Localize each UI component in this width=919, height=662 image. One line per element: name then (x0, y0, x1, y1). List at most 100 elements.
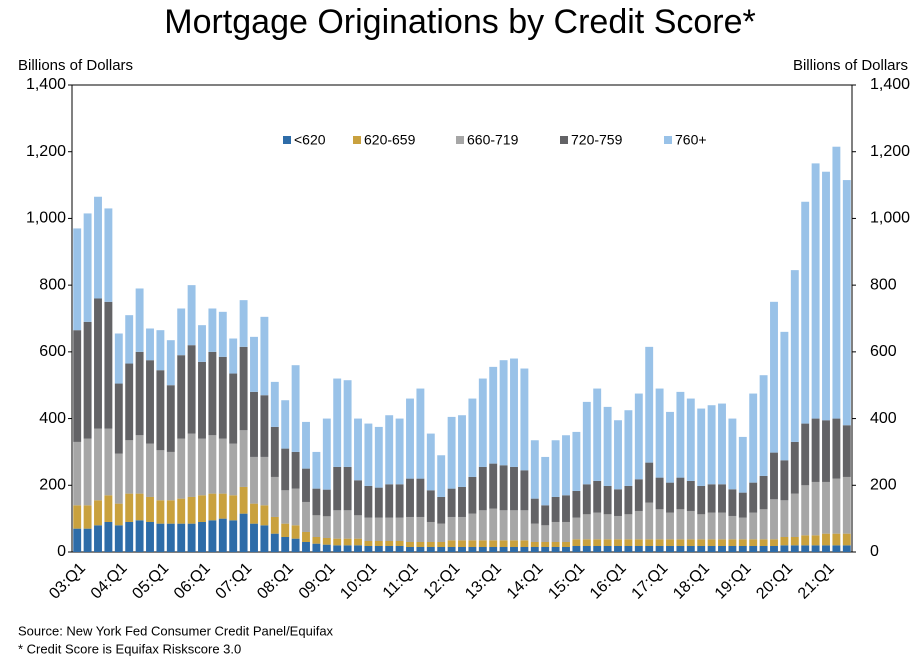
bar-segment (530, 523, 539, 542)
bar-segment (666, 539, 674, 546)
legend-label: 760+ (675, 132, 707, 148)
bar-segment (239, 486, 248, 514)
bar-segment (354, 538, 362, 546)
bar-segment (281, 490, 290, 524)
bar-segment (541, 546, 550, 552)
bar-segment (676, 545, 685, 552)
bar-segment (686, 545, 695, 552)
bar-segment (593, 545, 602, 552)
bar-segment (385, 540, 394, 546)
y-tick-label: 800 (39, 276, 66, 293)
bar-segment (83, 438, 92, 506)
bar-segment (718, 403, 726, 485)
bar-segment (562, 435, 570, 496)
bar-segment (593, 480, 602, 513)
bar-segment (218, 356, 227, 439)
bar-segment (770, 545, 778, 552)
bar-segment (686, 510, 695, 540)
bar-segment (94, 428, 102, 501)
bar-segment (676, 509, 685, 540)
bar-segment (822, 420, 830, 482)
bar-segment (572, 490, 581, 518)
bar-segment (728, 539, 737, 546)
bar-segment (291, 365, 300, 452)
bar-segment (458, 486, 466, 517)
bar-segment (728, 515, 737, 540)
bar-segment (250, 336, 258, 392)
bar-segment (312, 515, 321, 537)
bar-segment (676, 477, 685, 510)
bar-segment (83, 321, 92, 439)
bar-segment (614, 489, 622, 516)
bar-segment (177, 355, 186, 439)
bar-segment (125, 440, 134, 494)
bar-segment (478, 546, 487, 552)
bar-segment (312, 488, 321, 516)
bar-segment (582, 514, 591, 540)
bar-segment (302, 421, 310, 469)
bar-segment (707, 539, 716, 546)
bar-segment (218, 493, 227, 519)
bar-segment (73, 228, 82, 331)
bar-segment (832, 418, 841, 479)
bar-segment (312, 536, 321, 544)
bar-segment (832, 545, 841, 552)
bar-segment (697, 485, 706, 515)
bar-segment (218, 518, 227, 552)
bar-segment (208, 308, 217, 352)
bar-segment (406, 398, 414, 479)
bar-segment (416, 516, 425, 542)
bar-segment (842, 545, 851, 552)
bar-segment (166, 340, 175, 386)
bar-segment (749, 539, 758, 546)
bar-segment (811, 535, 820, 546)
bar-segment (562, 546, 570, 552)
bar-segment (530, 541, 539, 547)
bar-segment (374, 426, 383, 488)
bar-segment (94, 298, 102, 429)
bar-segment (645, 462, 654, 503)
y-tick-label: 200 (39, 477, 66, 494)
bar-segment (114, 383, 123, 454)
bar-segment (447, 488, 456, 517)
bar-segment (634, 393, 643, 480)
bar-segment (520, 368, 529, 471)
bar-segment (187, 285, 196, 346)
bar-segment (697, 539, 706, 546)
bar-segment (218, 438, 227, 494)
bar-segment (333, 510, 342, 539)
bar-segment (135, 288, 144, 352)
bar-segment (135, 520, 144, 552)
bar-segment (822, 533, 830, 546)
bar-segment (291, 488, 300, 526)
bar-segment (655, 509, 664, 540)
bar-segment (686, 398, 695, 481)
footnote: * Credit Score is Equifax Riskscore 3.0 (18, 641, 241, 656)
bar-segment (645, 502, 654, 540)
bar-segment (811, 418, 820, 482)
bar-segment (291, 525, 300, 539)
bar-segment (489, 540, 498, 547)
bar-segment (302, 468, 310, 502)
bar-segment (156, 450, 165, 501)
bar-segment (634, 510, 643, 540)
x-tick-label: 13:Q1 (462, 560, 505, 603)
bar-segment (572, 517, 581, 540)
bar-segment (478, 378, 487, 467)
bar-segment (718, 484, 726, 513)
bar-segment (780, 500, 789, 537)
bar-segment (707, 545, 716, 552)
bar-segment (666, 545, 674, 552)
bar-segment (395, 540, 404, 546)
bar-segment (83, 505, 92, 529)
y2-tick-label: 1,200 (870, 143, 910, 160)
bar-segment (447, 540, 456, 547)
bar-segment (614, 539, 622, 546)
legend-swatch (283, 136, 291, 144)
bar-segment (582, 484, 591, 515)
bar-segment (374, 517, 383, 541)
bar-segment (842, 180, 851, 426)
bar-segment (156, 523, 165, 552)
bar-segment (198, 438, 206, 496)
